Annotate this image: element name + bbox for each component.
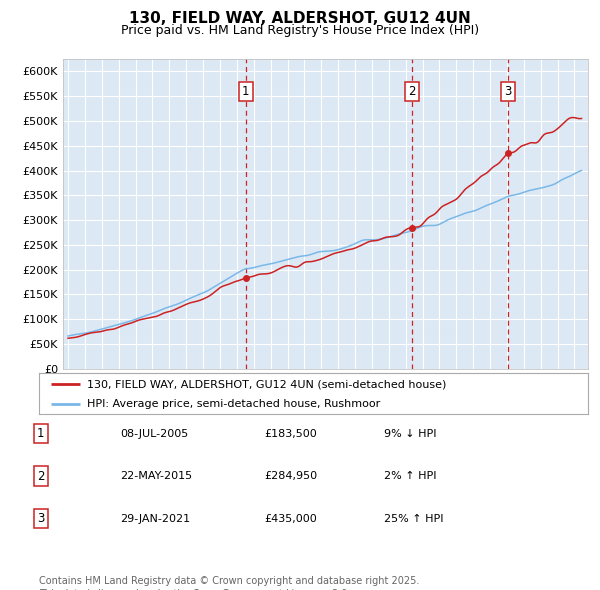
Text: 1: 1 <box>37 427 44 440</box>
Text: 25% ↑ HPI: 25% ↑ HPI <box>384 514 443 523</box>
Text: Contains HM Land Registry data © Crown copyright and database right 2025.
This d: Contains HM Land Registry data © Crown c… <box>39 576 419 590</box>
Text: £435,000: £435,000 <box>264 514 317 523</box>
Text: 130, FIELD WAY, ALDERSHOT, GU12 4UN: 130, FIELD WAY, ALDERSHOT, GU12 4UN <box>129 11 471 25</box>
Text: 3: 3 <box>37 512 44 525</box>
Text: 08-JUL-2005: 08-JUL-2005 <box>120 429 188 438</box>
Text: HPI: Average price, semi-detached house, Rushmoor: HPI: Average price, semi-detached house,… <box>88 399 380 409</box>
Text: £284,950: £284,950 <box>264 471 317 481</box>
Text: 22-MAY-2015: 22-MAY-2015 <box>120 471 192 481</box>
Text: 29-JAN-2021: 29-JAN-2021 <box>120 514 190 523</box>
Text: 3: 3 <box>505 85 512 98</box>
Text: 2: 2 <box>37 470 44 483</box>
Text: £183,500: £183,500 <box>264 429 317 438</box>
Text: Price paid vs. HM Land Registry's House Price Index (HPI): Price paid vs. HM Land Registry's House … <box>121 24 479 37</box>
Text: 2: 2 <box>409 85 416 98</box>
Text: 1: 1 <box>242 85 250 98</box>
Text: 130, FIELD WAY, ALDERSHOT, GU12 4UN (semi-detached house): 130, FIELD WAY, ALDERSHOT, GU12 4UN (sem… <box>88 379 446 389</box>
Text: 9% ↓ HPI: 9% ↓ HPI <box>384 429 437 438</box>
Text: 2% ↑ HPI: 2% ↑ HPI <box>384 471 437 481</box>
